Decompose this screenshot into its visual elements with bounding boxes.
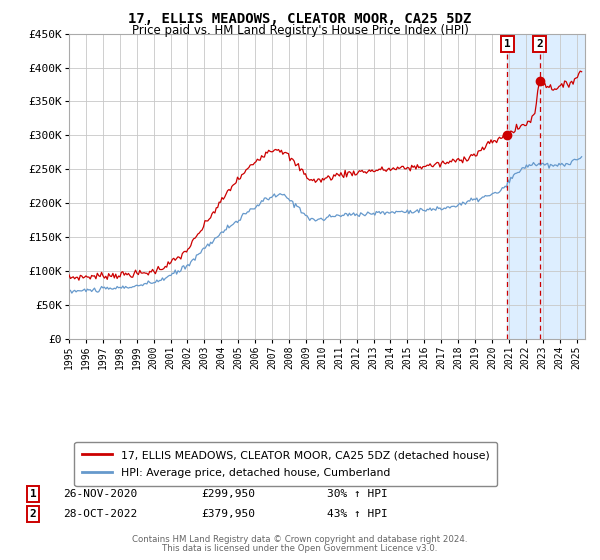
Bar <box>508 34 585 339</box>
Text: 2: 2 <box>536 39 543 49</box>
Text: £379,950: £379,950 <box>201 509 255 519</box>
Text: 1: 1 <box>504 39 511 49</box>
Text: 1: 1 <box>29 489 37 499</box>
Text: 30% ↑ HPI: 30% ↑ HPI <box>327 489 388 499</box>
Text: 43% ↑ HPI: 43% ↑ HPI <box>327 509 388 519</box>
Text: This data is licensed under the Open Government Licence v3.0.: This data is licensed under the Open Gov… <box>163 544 437 553</box>
Text: Contains HM Land Registry data © Crown copyright and database right 2024.: Contains HM Land Registry data © Crown c… <box>132 535 468 544</box>
Text: £299,950: £299,950 <box>201 489 255 499</box>
Text: 28-OCT-2022: 28-OCT-2022 <box>63 509 137 519</box>
Text: Price paid vs. HM Land Registry's House Price Index (HPI): Price paid vs. HM Land Registry's House … <box>131 24 469 37</box>
Text: 26-NOV-2020: 26-NOV-2020 <box>63 489 137 499</box>
Legend: 17, ELLIS MEADOWS, CLEATOR MOOR, CA25 5DZ (detached house), HPI: Average price, : 17, ELLIS MEADOWS, CLEATOR MOOR, CA25 5D… <box>74 442 497 486</box>
Text: 2: 2 <box>29 509 37 519</box>
Text: 17, ELLIS MEADOWS, CLEATOR MOOR, CA25 5DZ: 17, ELLIS MEADOWS, CLEATOR MOOR, CA25 5D… <box>128 12 472 26</box>
